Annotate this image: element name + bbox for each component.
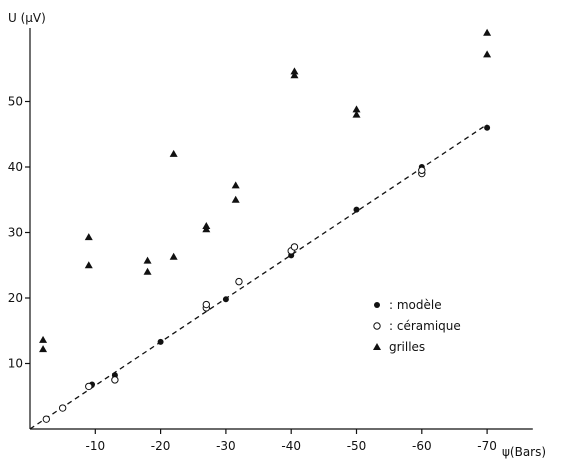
x-axis-title: ψ(Bars) <box>502 445 546 459</box>
legend-label: : céramique <box>389 319 461 333</box>
legend-ceramique-symbol <box>373 322 381 330</box>
x-tick-label: -70 <box>477 439 497 453</box>
legend: : modèle : céramique grilles <box>373 298 461 354</box>
x-tick-label: -60 <box>412 439 432 453</box>
grilles-point <box>231 181 240 189</box>
grilles-point <box>290 67 299 75</box>
data-points <box>39 28 492 423</box>
modele-point <box>484 124 491 131</box>
x-tick-label: -10 <box>85 439 105 453</box>
y-tick-label: 10 <box>8 357 23 371</box>
grilles-point <box>483 50 492 58</box>
ceramique-point <box>111 376 119 384</box>
x-tick-label: -30 <box>216 439 236 453</box>
y-tick-label: 20 <box>8 291 23 305</box>
x-tick-label: -40 <box>281 439 301 453</box>
legend-modele-symbol <box>374 302 380 308</box>
modele-point <box>353 206 360 213</box>
legend-label: : modèle <box>389 298 442 312</box>
y-tick-label: 50 <box>8 95 23 109</box>
x-tick-label: -20 <box>151 439 171 453</box>
ceramique-point <box>85 382 93 391</box>
y-tick-label: 30 <box>8 226 23 240</box>
grilles-point <box>84 261 93 269</box>
fit-line <box>29 123 488 430</box>
ceramique-point <box>418 166 426 174</box>
grilles-point <box>39 335 48 343</box>
ceramique-point <box>42 415 51 423</box>
legend-grilles-symbol <box>373 343 381 350</box>
y-tick-label: 40 <box>8 160 23 174</box>
grilles-point <box>84 233 93 241</box>
ceramique-point <box>58 404 67 412</box>
grilles-point <box>143 267 152 275</box>
modele-point <box>157 338 164 345</box>
grilles-point <box>483 28 492 36</box>
legend-label: grilles <box>389 340 425 354</box>
grilles-point <box>169 252 178 260</box>
grilles-point <box>352 110 361 118</box>
ceramique-point <box>290 243 299 251</box>
grilles-point <box>169 149 178 157</box>
grilles-point <box>202 221 211 229</box>
grilles-point <box>143 256 152 264</box>
x-ticks: -10 -20 -30 -40 -50 -60 -70 <box>85 429 497 453</box>
grilles-point <box>352 105 361 113</box>
axes <box>29 28 533 430</box>
x-tick-label: -50 <box>347 439 367 453</box>
ceramique-point <box>235 277 243 286</box>
y-axis-title: U (µV) <box>8 11 46 25</box>
modele-point <box>222 296 229 303</box>
grilles-point <box>39 345 48 353</box>
grilles-point <box>290 71 299 79</box>
ceramique-point <box>202 300 211 309</box>
y-ticks: 10 20 30 40 50 <box>8 95 30 371</box>
grilles-point <box>231 195 240 203</box>
